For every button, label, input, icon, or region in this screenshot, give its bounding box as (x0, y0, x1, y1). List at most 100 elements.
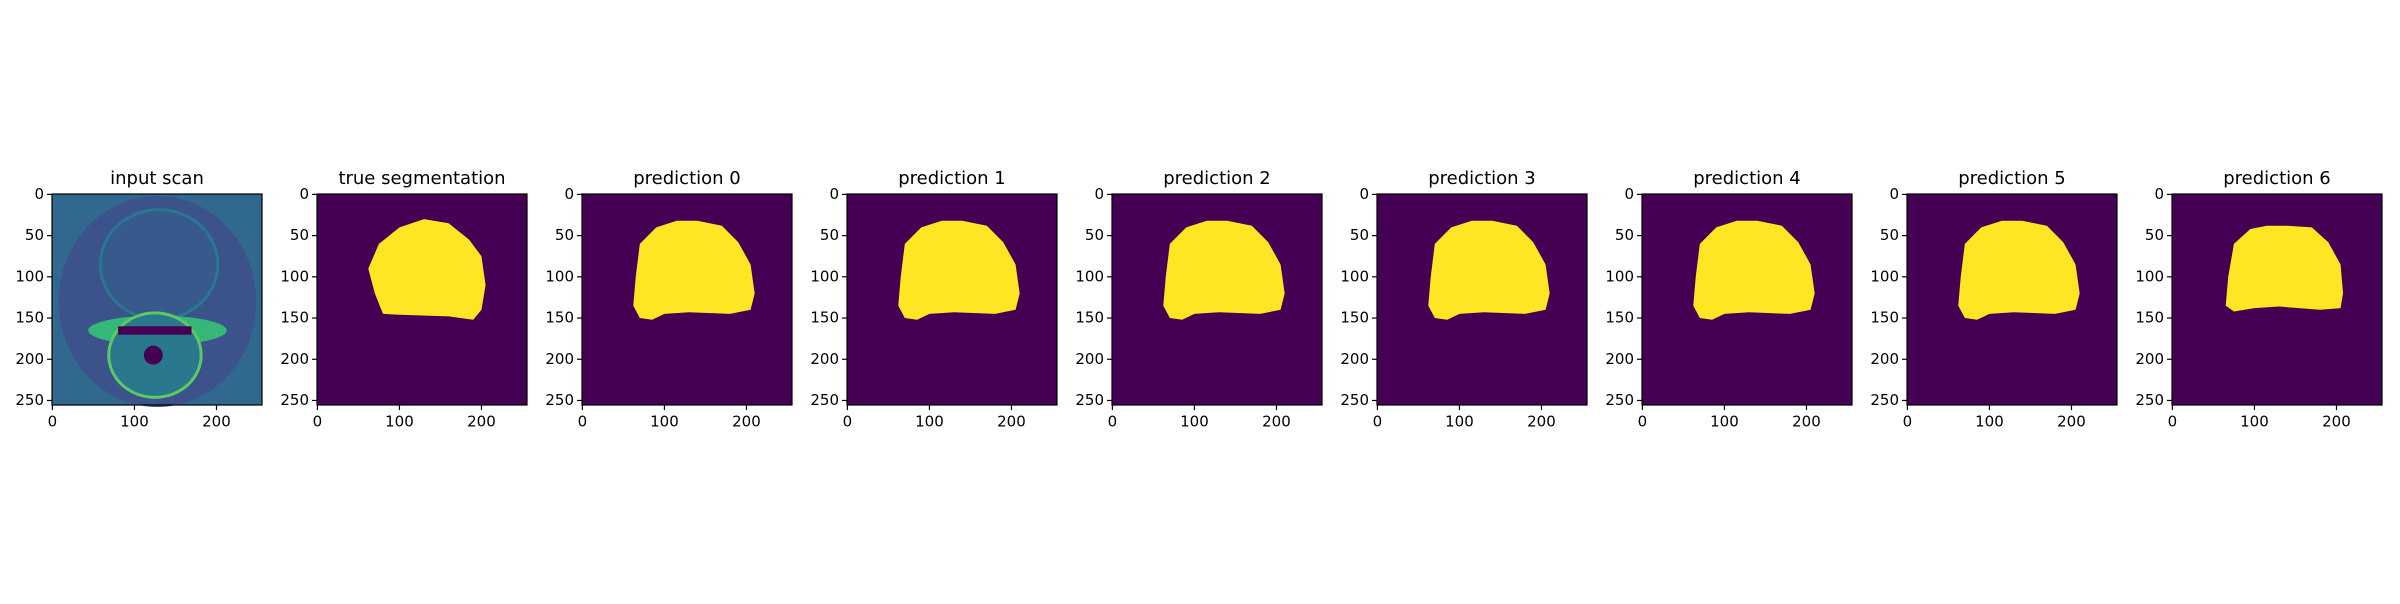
y-tick-label: 200 (1605, 350, 1634, 368)
mask-region (633, 220, 755, 320)
subplot: prediction 2 0 100 200 0 50 100 150 200 250 (1075, 168, 1323, 431)
x-tick-label: 0 (2168, 413, 2178, 431)
y-tick-label: 200 (1340, 350, 1369, 368)
y-tick-label: 250 (810, 391, 839, 409)
y-tick-label: 150 (810, 309, 839, 327)
subplot-title: true segmentation (338, 168, 505, 189)
axes-frame (1641, 193, 1853, 406)
prostate (98, 208, 220, 321)
x-tick-label: 0 (1108, 413, 1118, 431)
y-tick-label: 0 (1359, 185, 1369, 203)
axes-frame (581, 193, 793, 406)
subplot: prediction 5 0 100 200 0 50 100 150 200 250 (1870, 168, 2118, 431)
subplot-title: prediction 3 (1428, 168, 1535, 189)
axes-frame (1376, 193, 1588, 406)
x-tick-label: 200 (732, 413, 761, 431)
y-tick-label: 100 (810, 267, 839, 285)
y-tick-label: 150 (1870, 309, 1899, 327)
rectum-core (143, 345, 163, 365)
y-tick-label: 0 (564, 185, 574, 203)
x-tick-label: 100 (1975, 413, 2004, 431)
y-tick-label: 200 (15, 350, 44, 368)
y-tick-label: 0 (829, 185, 839, 203)
y-tick-label: 150 (280, 309, 309, 327)
mask-region (1693, 220, 1815, 320)
x-tick-label: 0 (578, 413, 588, 431)
subplot: prediction 0 0 100 200 0 50 100 150 200 250 (545, 168, 793, 431)
subplot-title: prediction 0 (633, 168, 740, 189)
y-tick-label: 50 (1085, 226, 1104, 244)
y-tick-label: 250 (545, 391, 574, 409)
y-tick-label: 100 (545, 267, 574, 285)
y-tick-label: 200 (2135, 350, 2164, 368)
y-tick-label: 0 (1889, 185, 1899, 203)
axes-frame (316, 193, 528, 406)
y-tick-label: 200 (545, 350, 574, 368)
y-tick-label: 100 (1075, 267, 1104, 285)
mask-region (1958, 220, 2080, 320)
x-tick-label: 100 (2240, 413, 2269, 431)
y-tick-label: 0 (2154, 185, 2164, 203)
y-tick-label: 200 (810, 350, 839, 368)
x-tick-label: 0 (1373, 413, 1383, 431)
y-tick-label: 150 (15, 309, 44, 327)
y-tick-label: 100 (15, 267, 44, 285)
y-tick-label: 100 (1870, 267, 1899, 285)
rectum-top (118, 326, 192, 335)
axes-frame (2171, 193, 2383, 406)
x-tick-label: 100 (1180, 413, 1209, 431)
y-tick-label: 100 (280, 267, 309, 285)
x-tick-label: 0 (1903, 413, 1913, 431)
y-tick-label: 250 (1340, 391, 1369, 409)
y-tick-label: 250 (280, 391, 309, 409)
x-tick-label: 100 (915, 413, 944, 431)
axes-frame (846, 193, 1058, 406)
y-tick-label: 0 (1624, 185, 1634, 203)
x-tick-label: 200 (1262, 413, 1291, 431)
x-tick-label: 0 (843, 413, 853, 431)
y-tick-label: 50 (555, 226, 574, 244)
y-tick-label: 100 (1605, 267, 1634, 285)
y-tick-label: 100 (2135, 267, 2164, 285)
y-tick-label: 100 (1340, 267, 1369, 285)
x-tick-label: 100 (1445, 413, 1474, 431)
y-tick-label: 50 (290, 226, 309, 244)
axes-frame (51, 193, 263, 406)
subplot-title: input scan (110, 168, 204, 189)
x-tick-label: 200 (467, 413, 496, 431)
x-tick-label: 200 (1527, 413, 1556, 431)
subplot: true segmentation 0 100 200 0 50 100 150 200 250 (280, 168, 528, 431)
x-tick-label: 100 (120, 413, 149, 431)
subplot: prediction 6 0 100 200 0 50 100 150 200 250 (2135, 168, 2383, 431)
y-tick-label: 250 (2135, 391, 2164, 409)
y-tick-label: 50 (1350, 226, 1369, 244)
x-tick-label: 200 (202, 413, 231, 431)
subplot: prediction 1 0 100 200 0 50 100 150 200 250 (810, 168, 1058, 431)
y-tick-label: 150 (1075, 309, 1104, 327)
y-tick-label: 50 (820, 226, 839, 244)
y-tick-label: 50 (1880, 226, 1899, 244)
axes-frame (1906, 193, 2118, 406)
subplot-title: prediction 2 (1163, 168, 1270, 189)
x-tick-label: 200 (2057, 413, 2086, 431)
x-tick-label: 200 (1792, 413, 1821, 431)
mask-region (1428, 220, 1550, 320)
x-tick-label: 200 (997, 413, 1026, 431)
mask-region (898, 220, 1020, 320)
subplot: prediction 4 0 100 200 0 50 100 150 200 250 (1605, 168, 1853, 431)
x-tick-label: 100 (650, 413, 679, 431)
y-tick-label: 250 (1870, 391, 1899, 409)
subplot-title: prediction 4 (1693, 168, 1800, 189)
y-tick-label: 250 (1075, 391, 1104, 409)
y-tick-label: 200 (1075, 350, 1104, 368)
y-tick-label: 200 (280, 350, 309, 368)
y-tick-label: 0 (299, 185, 309, 203)
y-tick-label: 50 (2145, 226, 2164, 244)
y-tick-label: 0 (1094, 185, 1104, 203)
x-tick-label: 100 (385, 413, 414, 431)
mask-region (2225, 225, 2344, 312)
x-tick-label: 0 (48, 413, 58, 431)
x-tick-label: 200 (2322, 413, 2351, 431)
subplot-title: prediction 5 (1958, 168, 2065, 189)
